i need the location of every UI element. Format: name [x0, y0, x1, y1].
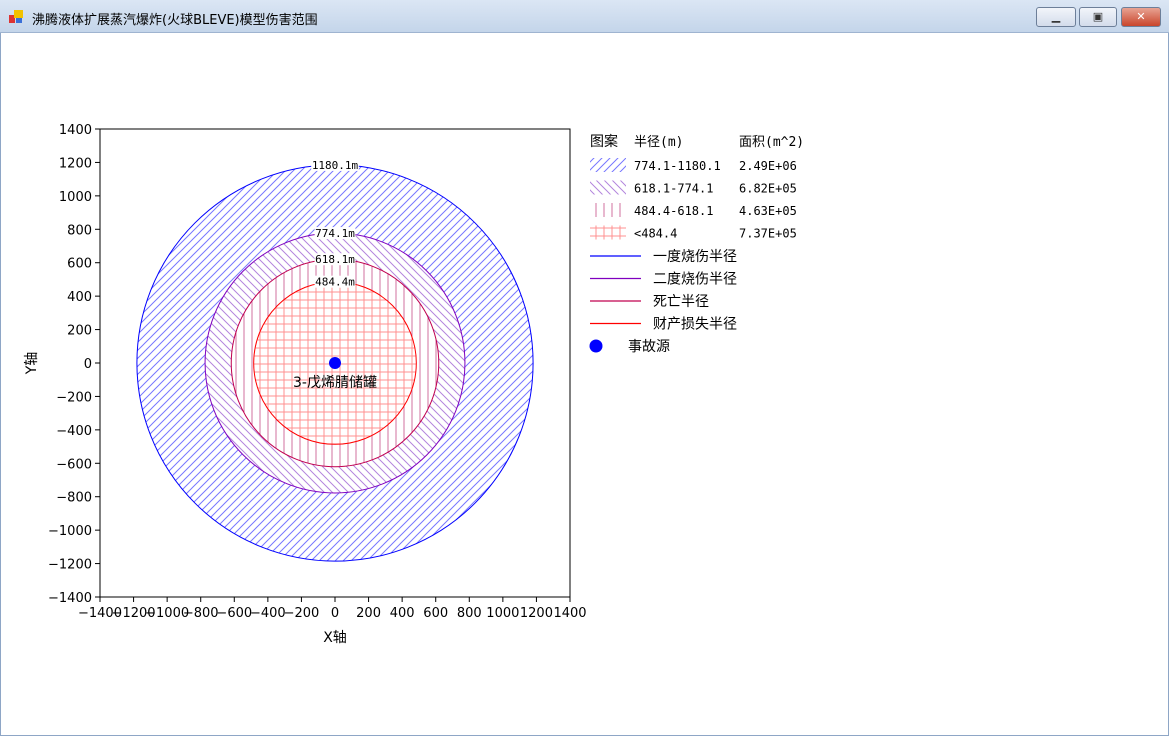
- y-tick-label: 600: [67, 257, 92, 272]
- close-button[interactable]: ✕: [1121, 7, 1161, 27]
- y-tick-label: 1200: [59, 156, 92, 171]
- legend-range: 618.1-774.1: [634, 182, 713, 196]
- legend-header-pattern: 图案: [590, 133, 618, 150]
- x-tick-label: 200: [356, 606, 381, 621]
- legend-area: 7.37E+05: [739, 227, 797, 241]
- x-tick-label: −400: [250, 606, 286, 621]
- x-tick-label: 800: [457, 606, 482, 621]
- y-tick-label: −1400: [48, 591, 92, 606]
- radius-label: 484.4m: [315, 276, 355, 289]
- x-tick-label: −600: [216, 606, 252, 621]
- y-tick-label: 400: [67, 290, 92, 305]
- app-icon: [9, 10, 23, 24]
- y-tick-label: 200: [67, 324, 92, 339]
- legend-range: 774.1-1180.1: [634, 159, 721, 173]
- x-tick-label: −1200: [112, 606, 156, 621]
- legend-line-label: 一度烧伤半径: [653, 249, 737, 265]
- minimize-button[interactable]: ▁: [1036, 7, 1076, 27]
- x-tick-label: −1400: [78, 606, 122, 621]
- x-tick-label: 400: [390, 606, 415, 621]
- y-tick-label: 0: [84, 357, 92, 372]
- legend-line-label: 死亡半径: [653, 294, 709, 310]
- y-tick-label: 1000: [59, 190, 92, 205]
- legend-area: 6.82E+05: [739, 182, 797, 196]
- close-icon: ✕: [1136, 10, 1146, 23]
- x-tick-label: 0: [331, 606, 339, 621]
- y-axis-label: Y轴: [24, 352, 40, 376]
- maximize-icon: ▣: [1092, 10, 1104, 23]
- x-tick-label: −1000: [145, 606, 189, 621]
- window-title: 沸腾液体扩展蒸汽爆炸(火球BLEVE)模型伤害范围: [32, 13, 318, 28]
- radius-label: 618.1m: [315, 253, 355, 266]
- y-tick-label: −1000: [48, 524, 92, 539]
- legend-header-radius: 半径(m): [634, 135, 683, 150]
- y-tick-label: 800: [67, 223, 92, 238]
- maximize-button[interactable]: ▣: [1079, 7, 1117, 27]
- legend-range: 484.4-618.1: [634, 204, 713, 218]
- radius-label: 1180.1m: [312, 159, 359, 172]
- legend-line-label: 财产损失半径: [653, 317, 737, 333]
- legend-header-area: 面积(m^2): [739, 135, 804, 150]
- legend-pattern-swatch: [590, 158, 626, 172]
- legend-source-label: 事故源: [628, 339, 670, 355]
- y-tick-label: −600: [56, 457, 92, 472]
- legend-pattern-swatch: [590, 203, 626, 217]
- x-tick-label: 1000: [486, 606, 519, 621]
- legend-pattern-swatch: [590, 180, 626, 195]
- legend-source-marker: [589, 339, 603, 353]
- x-tick-label: 1400: [553, 606, 586, 621]
- y-tick-label: −400: [56, 424, 92, 439]
- x-tick-label: 1200: [520, 606, 553, 621]
- y-tick-label: 1400: [59, 123, 92, 138]
- title-bar: 沸腾液体扩展蒸汽爆炸(火球BLEVE)模型伤害范围 ▁ ▣ ✕: [0, 0, 1169, 33]
- legend-area: 2.49E+06: [739, 159, 797, 173]
- x-tick-label: 600: [423, 606, 448, 621]
- y-tick-label: −1200: [48, 558, 92, 573]
- legend-area: 4.63E+05: [739, 204, 797, 218]
- x-axis-label: X轴: [323, 630, 347, 646]
- y-tick-label: −200: [56, 390, 92, 405]
- y-tick-label: −800: [56, 491, 92, 506]
- accident-source-point: [329, 357, 341, 369]
- source-label: 3-戊烯腈储罐: [293, 375, 377, 391]
- legend-line-label: 二度烧伤半径: [653, 272, 737, 288]
- x-tick-label: −200: [284, 606, 320, 621]
- radius-label: 774.1m: [315, 227, 355, 240]
- legend-range: <484.4: [634, 227, 677, 241]
- legend-pattern-swatch: [590, 225, 626, 240]
- x-tick-label: −800: [183, 606, 219, 621]
- minimize-icon: ▁: [1051, 10, 1061, 23]
